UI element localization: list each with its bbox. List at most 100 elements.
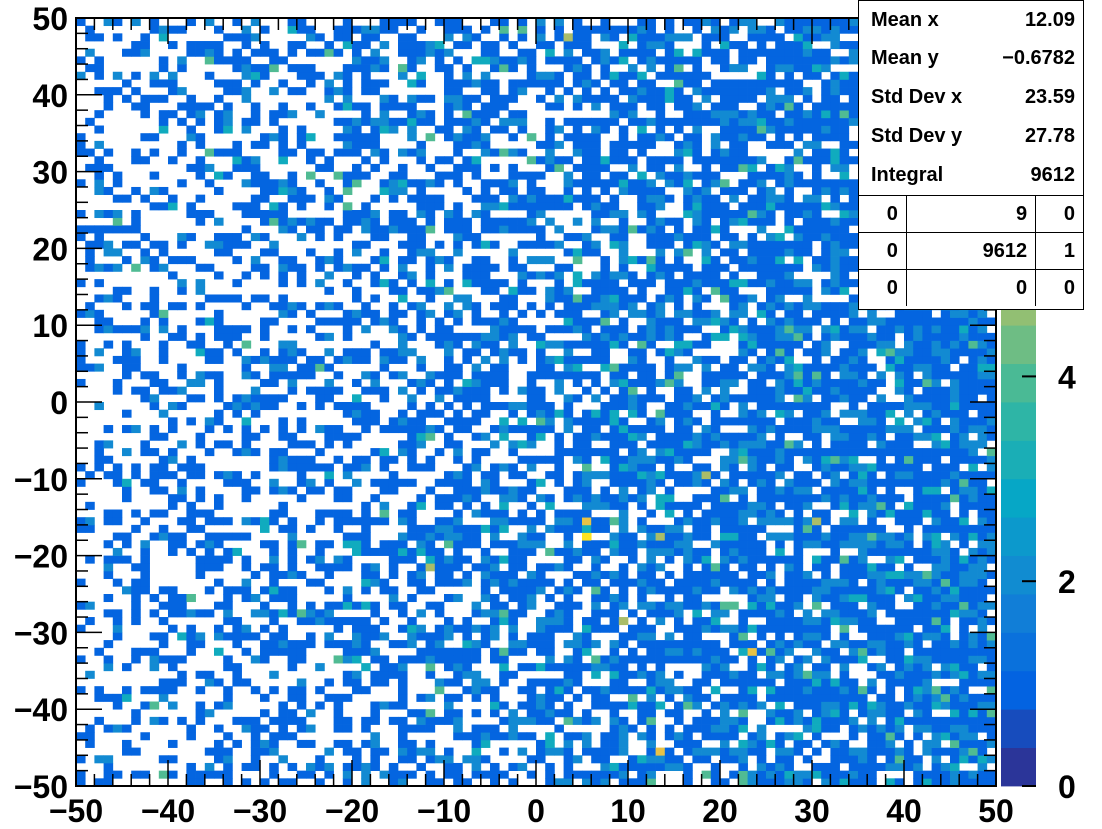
heatmap-cell	[508, 41, 518, 50]
heatmap-cell	[756, 540, 767, 549]
heatmap-cell	[775, 494, 785, 503]
heatmap-cell	[269, 486, 279, 495]
heatmap-cell	[462, 478, 472, 487]
heatmap-cell	[444, 747, 454, 756]
heatmap-cell	[342, 762, 353, 771]
heatmap-cell	[490, 18, 500, 27]
heatmap-cell	[287, 309, 298, 318]
heatmap-cell	[131, 325, 141, 334]
heatmap-cell	[453, 340, 463, 349]
heatmap-cell	[582, 547, 592, 556]
heatmap-cell	[775, 33, 785, 42]
heatmap-cell	[637, 87, 647, 96]
heatmap-cell	[480, 471, 491, 480]
heatmap-cell	[416, 386, 426, 395]
heatmap-cell	[793, 617, 804, 626]
heatmap-cell	[756, 425, 767, 434]
heatmap-cell	[379, 348, 390, 357]
heatmap-cell	[287, 171, 298, 180]
heatmap-cell	[480, 555, 491, 564]
heatmap-cell	[692, 716, 702, 725]
heatmap-cell	[388, 225, 399, 234]
heatmap-cell	[278, 133, 288, 142]
heatmap-cell	[674, 739, 684, 748]
heatmap-cell	[306, 478, 316, 487]
heatmap-cell	[517, 762, 528, 771]
heatmap-cell	[545, 256, 555, 265]
heatmap-cell	[545, 686, 555, 695]
heatmap-cell	[839, 563, 850, 572]
heatmap-cell	[444, 210, 454, 219]
heatmap-cell	[655, 409, 666, 418]
heatmap-cell	[361, 601, 371, 610]
heatmap-cell	[655, 747, 666, 756]
heatmap-cell	[784, 279, 794, 288]
heatmap-cell	[600, 71, 610, 80]
heatmap-cell	[444, 340, 454, 349]
heatmap-cell	[85, 617, 95, 626]
heatmap-cell	[554, 617, 564, 626]
heatmap-cell	[177, 240, 187, 249]
heatmap-cell	[618, 716, 629, 725]
heatmap-cell	[306, 194, 316, 203]
heatmap-cell	[260, 332, 270, 341]
heatmap-cell	[379, 317, 390, 326]
heatmap-cell	[600, 279, 610, 288]
heatmap-cell	[499, 148, 509, 157]
heatmap-cell	[296, 125, 307, 134]
heatmap-cell	[398, 755, 408, 764]
heatmap-cell	[618, 133, 629, 142]
heatmap-cell	[646, 647, 656, 656]
heatmap-cell	[379, 632, 390, 641]
heatmap-cell	[361, 355, 371, 364]
heatmap-cell	[766, 210, 776, 219]
heatmap-cell	[214, 563, 224, 572]
heatmap-cell	[333, 494, 344, 503]
heatmap-cell	[526, 570, 537, 579]
heatmap-cell	[563, 640, 574, 649]
heatmap-cell	[655, 309, 666, 318]
heatmap-cell	[407, 194, 417, 203]
heatmap-cell	[425, 378, 436, 387]
heatmap-cell	[103, 240, 114, 249]
heatmap-cell	[802, 524, 813, 533]
heatmap-cell	[526, 186, 537, 195]
heatmap-cell	[756, 609, 767, 618]
heatmap-cell	[444, 432, 454, 441]
heatmap-cell	[471, 540, 482, 549]
heatmap-cell	[536, 586, 546, 595]
heatmap-cell	[729, 655, 739, 664]
heatmap-cell	[94, 317, 104, 326]
heatmap-cell	[775, 386, 785, 395]
heatmap-cell	[821, 471, 831, 480]
heatmap-cell	[729, 540, 739, 549]
heatmap-cell	[646, 302, 656, 311]
heatmap-cell	[388, 586, 399, 595]
heatmap-cell	[480, 501, 491, 510]
heatmap-cell	[858, 762, 868, 771]
heatmap-cell	[508, 179, 518, 188]
heatmap-cell	[839, 586, 850, 595]
heatmap-cell	[434, 524, 445, 533]
heatmap-cell	[471, 348, 482, 357]
heatmap-cell	[526, 171, 537, 180]
heatmap-cell	[664, 586, 675, 595]
heatmap-cell	[545, 71, 555, 80]
heatmap-cell	[508, 732, 518, 741]
heatmap-cell	[471, 256, 482, 265]
heatmap-cell	[554, 140, 564, 149]
heatmap-cell	[802, 586, 813, 595]
heatmap-cell	[710, 655, 721, 664]
heatmap-cell	[701, 770, 712, 779]
heatmap-cell	[416, 409, 426, 418]
heatmap-cell	[710, 394, 721, 403]
heatmap-cell	[278, 179, 288, 188]
heatmap-cell	[609, 194, 620, 203]
heatmap-cell	[710, 279, 721, 288]
heatmap-cell	[674, 471, 684, 480]
heatmap-cell	[306, 739, 316, 748]
heatmap-cell	[710, 747, 721, 756]
heatmap-cell	[848, 617, 859, 626]
heatmap-cell	[812, 601, 822, 610]
heatmap-cell	[775, 317, 785, 326]
